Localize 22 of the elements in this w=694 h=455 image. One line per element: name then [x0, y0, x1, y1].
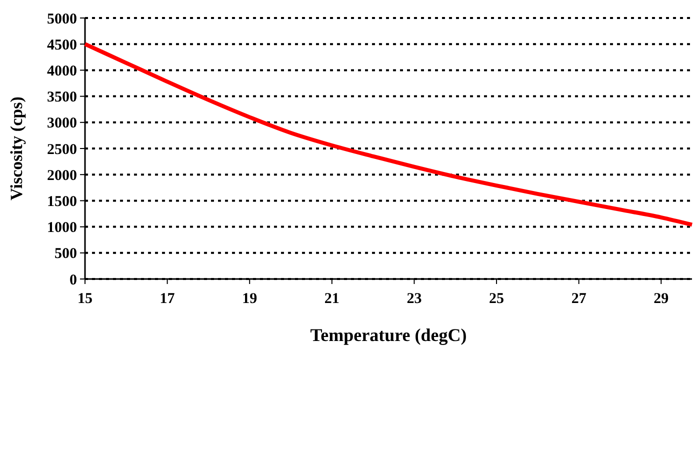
- x-tick-label: 27: [571, 291, 587, 307]
- x-axis-title: Temperature (degC): [310, 325, 467, 345]
- y-tick-label: 0: [70, 272, 77, 288]
- line-series: [83, 42, 694, 227]
- y-tick-label: 1500: [47, 194, 77, 210]
- x-tick-label: 29: [654, 291, 669, 307]
- y-tick-label: 2500: [47, 142, 77, 158]
- x-tick-label: 17: [160, 291, 176, 307]
- x-tick-label: 23: [406, 291, 422, 307]
- y-tick-label: 4000: [47, 63, 77, 80]
- x-tick-label: 19: [242, 291, 258, 307]
- y-tick-label: 2000: [47, 168, 77, 184]
- y-tick-label: 1000: [47, 220, 77, 236]
- y-tick-label: 4500: [47, 37, 77, 54]
- x-tick-label: 15: [78, 291, 92, 307]
- y-tick-label: 5000: [47, 11, 77, 28]
- y-axis-title: Viscosity (cps): [7, 96, 26, 200]
- x-tick-label: 25: [489, 291, 504, 307]
- y-tick-label: 3500: [47, 90, 77, 106]
- x-tick-label: 21: [324, 291, 340, 307]
- y-tick-label: 500: [54, 246, 77, 262]
- y-tick-label: 3000: [47, 116, 77, 132]
